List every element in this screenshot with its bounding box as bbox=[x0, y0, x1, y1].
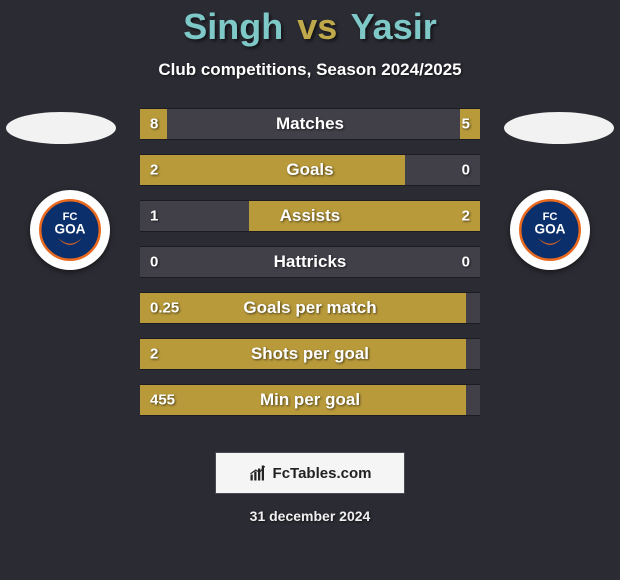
stat-row: 85Matches bbox=[140, 108, 480, 140]
content: Singh vs Yasir Club competitions, Season… bbox=[0, 0, 620, 580]
stat-bar-base bbox=[140, 109, 480, 139]
stat-row: 2Shots per goal bbox=[140, 338, 480, 370]
stat-row: 00Hattricks bbox=[140, 246, 480, 278]
stat-row: 0.25Goals per match bbox=[140, 292, 480, 324]
chart-icon bbox=[249, 464, 267, 482]
team-badge-left: FC GOA bbox=[30, 190, 110, 270]
svg-text:GOA: GOA bbox=[534, 222, 565, 237]
page-title: Singh vs Yasir bbox=[0, 6, 620, 48]
stat-bar-fill-right bbox=[249, 201, 480, 231]
stat-bar-fill-left bbox=[140, 109, 167, 139]
stat-bar-fill-left bbox=[140, 385, 466, 415]
date-label: 31 december 2024 bbox=[0, 508, 620, 524]
stat-bar-fill-left bbox=[140, 339, 466, 369]
footer-site-label: FcTables.com bbox=[273, 465, 372, 482]
fc-goa-logo-icon: FC GOA bbox=[39, 199, 101, 261]
stat-bar-fill-left bbox=[140, 155, 405, 185]
stat-row: 455Min per goal bbox=[140, 384, 480, 416]
comparison-stage: FC GOA FC GOA 85Matches 20Goals 12Assists 0… bbox=[0, 108, 620, 438]
title-vs: vs bbox=[297, 6, 337, 47]
fc-goa-logo-icon: FC GOA bbox=[519, 199, 581, 261]
team-badge-right: FC GOA bbox=[510, 190, 590, 270]
stat-bar-base bbox=[140, 247, 480, 277]
title-player1: Singh bbox=[183, 6, 283, 47]
player-ellipse-left bbox=[6, 112, 116, 144]
stat-bar-fill-right bbox=[460, 109, 480, 139]
stat-bars: 85Matches 20Goals 12Assists 00Hattricks 0.25… bbox=[140, 108, 480, 416]
stat-bar-fill-left bbox=[140, 293, 466, 323]
footer-logo: FcTables.com bbox=[215, 452, 405, 494]
subtitle: Club competitions, Season 2024/2025 bbox=[0, 60, 620, 80]
svg-text:GOA: GOA bbox=[54, 222, 85, 237]
title-player2: Yasir bbox=[351, 6, 437, 47]
player-ellipse-right bbox=[504, 112, 614, 144]
stat-row: 12Assists bbox=[140, 200, 480, 232]
stat-row: 20Goals bbox=[140, 154, 480, 186]
